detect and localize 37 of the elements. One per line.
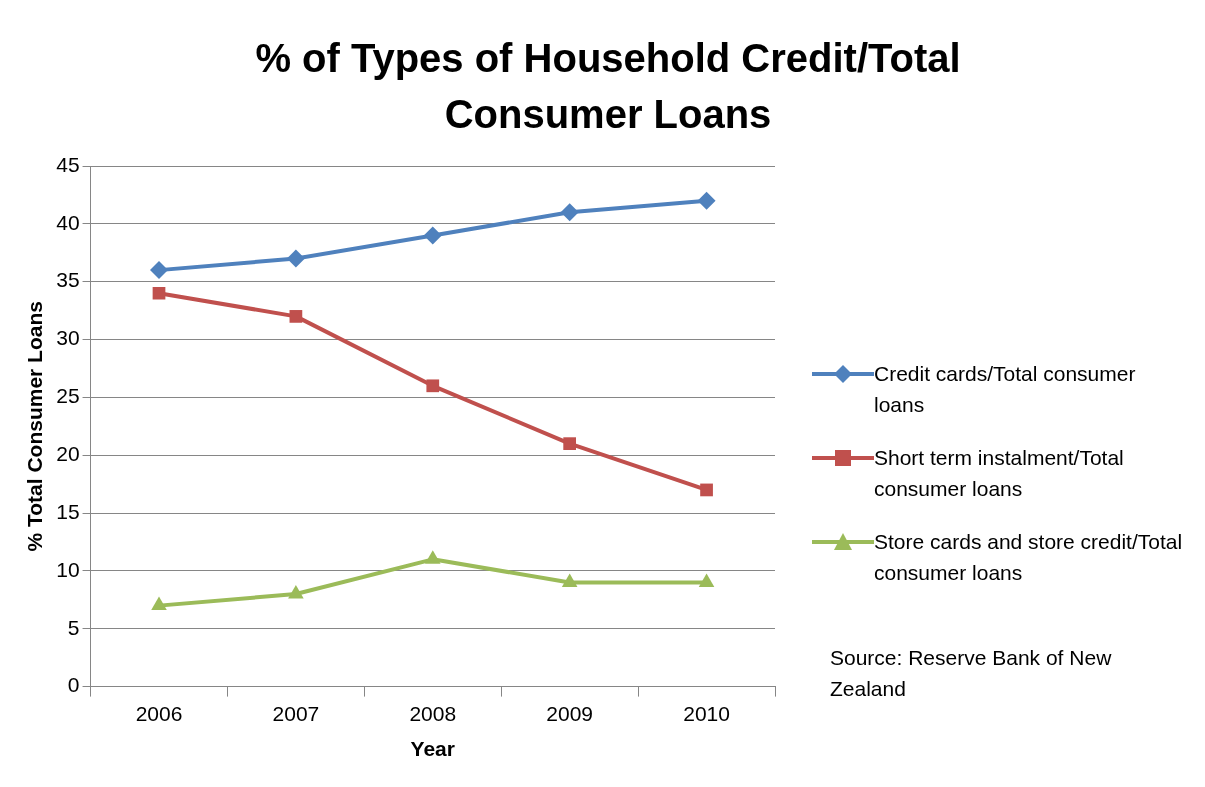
point: [426, 379, 440, 393]
x-tick-label: 2006: [135, 702, 183, 725]
x-tick-label: 2007: [272, 702, 320, 725]
x-tick-label: 2010: [683, 702, 730, 725]
point: [424, 550, 441, 564]
point: [151, 596, 167, 611]
point: [697, 191, 716, 210]
y-axis-title: % Total Consumer Loans: [23, 301, 47, 552]
y-tick-label: 5: [67, 615, 80, 639]
x-tick-label: 2009: [546, 702, 594, 725]
y-tick-label: 0: [67, 673, 80, 697]
x-tick-label: 2008: [409, 702, 457, 725]
y-tick-label: 45: [56, 152, 80, 176]
y-tick-label: 30: [56, 326, 80, 350]
point: [698, 573, 715, 587]
point: [150, 261, 168, 280]
y-tick-label: 20: [56, 442, 80, 466]
legend-label: Store cards and store credit/Total consumer loans: [874, 529, 1184, 586]
y-tick-label: 10: [56, 557, 80, 581]
point: [289, 310, 303, 323]
y-tick-label: 25: [56, 384, 80, 408]
point: [152, 286, 166, 300]
point: [563, 437, 577, 451]
point: [423, 226, 442, 245]
legend-label: Credit cards/Total consumer loans: [874, 361, 1137, 418]
point: [288, 585, 304, 599]
point: [286, 249, 305, 268]
point: [561, 573, 578, 587]
chart-title: % of Types of Household Credit/Total Consumer Loans: [254, 35, 962, 138]
point: [560, 203, 579, 222]
y-tick-label: 35: [56, 268, 80, 292]
x-axis-title: Year: [410, 737, 455, 761]
source-note: Source: Reserve Bank of New Zealand: [830, 645, 1113, 702]
point: [700, 483, 713, 497]
y-tick-label: 15: [56, 499, 80, 523]
y-tick-label: 40: [56, 210, 80, 234]
legend-label: Short term instalment/Total consumer loans: [874, 445, 1125, 502]
